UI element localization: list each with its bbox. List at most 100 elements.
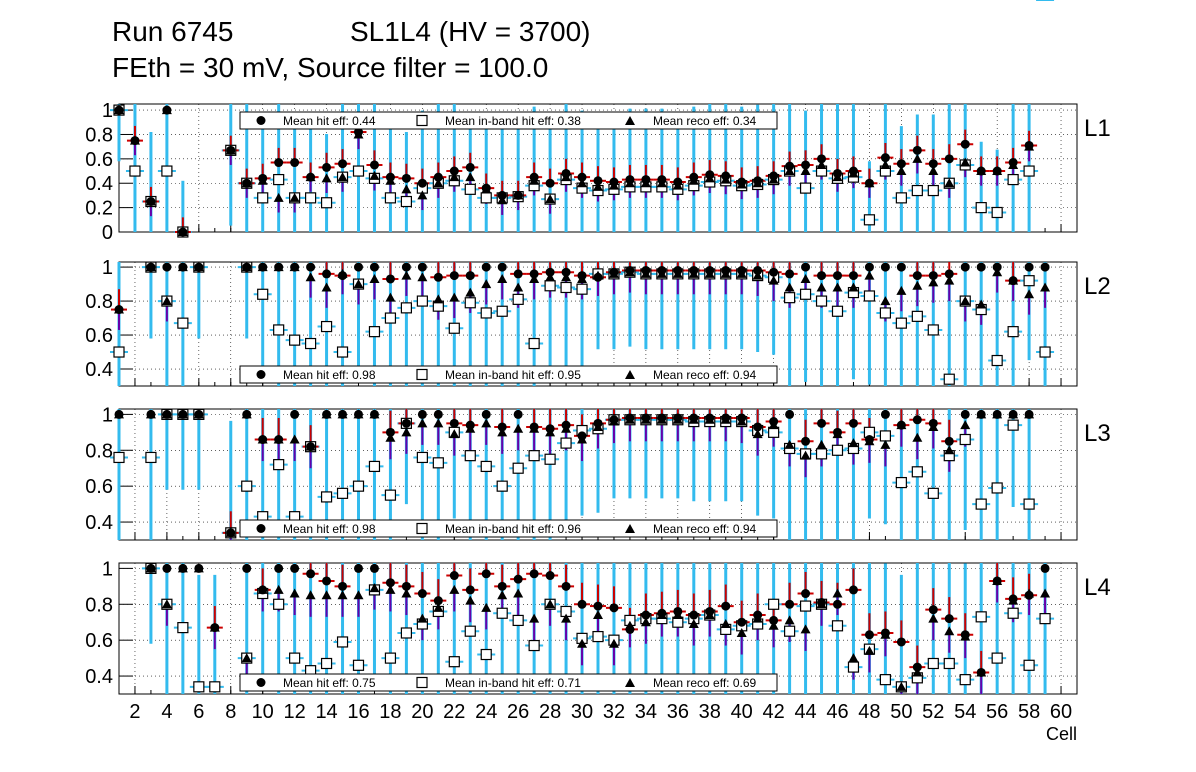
panel-l3-reco-point — [704, 414, 715, 424]
panel-l3-inband-point — [991, 482, 1003, 494]
panel-l2-hit-point — [162, 262, 172, 272]
panel-l1-legend-hit-marker — [256, 116, 266, 125]
panel-l1-reco-point — [337, 172, 348, 182]
panel-l3-reco-point — [225, 527, 236, 537]
panel-l1-legend-box — [239, 111, 778, 130]
panel-l2-reco-point — [880, 296, 891, 306]
panel-l4-inband-point — [177, 622, 189, 634]
panel-l2-reco-point — [417, 272, 428, 282]
panel-l3-hit-point — [385, 427, 395, 437]
panel-l3-reco-point — [640, 414, 651, 424]
panel-l4-reco-point — [928, 613, 939, 623]
panel-l2-hit-point — [354, 262, 363, 272]
panel-l2-reco-point — [976, 299, 987, 309]
panel-l2-inband-point — [1039, 346, 1051, 358]
panel-l1-hit-point — [880, 153, 890, 163]
panel-l1-reco-point — [640, 178, 651, 188]
panel-l1-legend-inband-text: Mean in-band hit eff: 0.38 — [445, 114, 581, 128]
panel-l2-reco-point — [832, 282, 843, 292]
panel-l2-inband-point — [384, 312, 397, 324]
panel-l1-inband-point — [161, 165, 173, 177]
panel-l4-inband-point — [528, 639, 540, 652]
panel-l4-inband-point — [209, 681, 221, 693]
panel-l3-reco-point — [752, 429, 763, 439]
panel-l2-reco-point — [114, 304, 124, 314]
panel-l2-reco-point — [960, 296, 971, 306]
panel-l2-reco-point — [944, 275, 955, 285]
panel-l1-hit-point — [896, 159, 906, 169]
panel-l1-legend-reco-text: Mean reco eff: 0.34 — [653, 114, 757, 128]
panel-l4-inband-point — [592, 630, 604, 643]
panel-l4-inband-point — [799, 600, 812, 612]
panel-l1-hit-point — [290, 158, 300, 168]
panel-l2-reco-point — [928, 277, 939, 287]
panel-l1-hit-point — [322, 162, 332, 172]
panel-l2-inband-point — [336, 346, 349, 358]
panel-l4-reco-point — [672, 610, 683, 620]
panel-l4-inband-point — [384, 652, 397, 664]
panel-l4-reco-point — [800, 624, 811, 634]
panel-l3-reco-point — [624, 414, 635, 424]
panel-l4-hit-point — [737, 617, 747, 627]
panel-l3-hit-point — [960, 409, 970, 419]
panel-l2-reco-point — [545, 272, 556, 282]
panel-l3-reco-point — [385, 432, 396, 442]
panel-l1-reco-point — [912, 153, 923, 163]
panel-l4-ytick-label: 0.4 — [85, 666, 113, 688]
panel-l2-reco-point — [433, 294, 444, 304]
panel-l2-inband-point — [305, 337, 317, 350]
panel-l1-inband-point — [975, 202, 987, 214]
panel-l2-hit-point — [944, 269, 954, 279]
panel-l4-legend-hit-text: Mean hit eff: 0.75 — [283, 676, 376, 690]
panel-l2-inband-point — [273, 324, 285, 336]
panel-l3-inband-point — [368, 460, 381, 473]
panel-l4-inband-point — [959, 674, 971, 686]
panel-l1-hit-point — [912, 145, 922, 155]
panel-l3-inband-point — [336, 487, 349, 499]
panel-l3-reco-point — [577, 434, 588, 444]
panel-l2-reco-point — [561, 272, 572, 282]
panel-l4-hit-point — [497, 581, 507, 591]
panel-l3-inband-point — [496, 480, 508, 492]
panel-l2-reco-point — [1008, 275, 1019, 285]
panel-l1-reco-point — [177, 227, 188, 236]
panel-l3-inband-point — [352, 480, 365, 492]
xtick-label: 28 — [539, 701, 561, 723]
panel-l3-reco-point — [976, 409, 987, 419]
panel-l3-reco-point — [481, 418, 492, 428]
panel-l3-reco-point — [880, 439, 891, 449]
panel-l4-reco-point — [736, 627, 747, 637]
run-title: Run 6745 — [112, 16, 234, 47]
panel-l3-reco-point — [960, 420, 971, 430]
panel-l3-inband-point — [975, 498, 987, 510]
panel-l3-inband-point — [464, 450, 476, 462]
panel-l4-hit-point — [449, 571, 459, 581]
xtick-label: 32 — [603, 701, 625, 723]
panel-l2-reco-point — [321, 282, 332, 292]
panel-l2-reco-point — [337, 268, 348, 278]
panel-l1-reco-point — [401, 184, 412, 194]
panel-l2-hit-point — [896, 262, 906, 272]
panel-l1-hit-point — [417, 178, 427, 188]
panel-l3-inband-point — [320, 491, 333, 503]
panel-l3-reco-point — [656, 414, 667, 424]
panel-l1-reco-point — [656, 178, 667, 188]
panel-l3-inband-point — [815, 448, 828, 460]
panel-l3-hit-point — [944, 436, 954, 446]
panel-l1-inband-point — [320, 197, 333, 209]
panel-l4-hit-point — [369, 563, 379, 573]
panel-l4-reco-point — [880, 629, 891, 639]
panel-l3-legend-reco-marker — [625, 524, 635, 533]
panel-l4-reco-point — [497, 590, 508, 600]
panel-l2-hit-point — [433, 272, 443, 282]
xtick-label: 30 — [571, 701, 593, 723]
panel-l4-inband-point — [879, 674, 892, 686]
panel-l4-reco-point — [145, 563, 156, 573]
panel-l2-reco-point — [593, 270, 603, 280]
panel-l3-reco-point — [736, 416, 747, 426]
panel-l2-reco-point — [688, 268, 699, 278]
panel-l2-inband-point — [911, 310, 923, 322]
panel-l3-legend-reco-text: Mean reco eff: 0.94 — [653, 522, 757, 536]
xtick-label: 16 — [347, 701, 369, 723]
panel-l2-reco-point — [672, 268, 683, 278]
